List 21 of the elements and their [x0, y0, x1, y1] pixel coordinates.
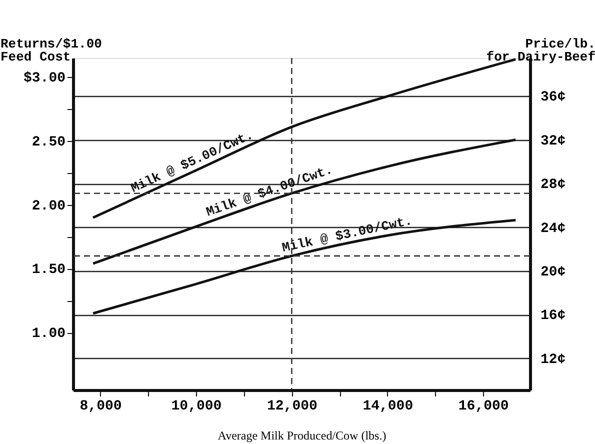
y2-tick-label: 24¢ [540, 220, 566, 237]
y2-tick-label: 12¢ [540, 352, 566, 368]
y-tick-label: 2.00 [32, 198, 66, 214]
y2-tick-label: 32¢ [540, 133, 566, 150]
y-tick-label: 1.50 [32, 262, 66, 278]
y2-tick-label: 28¢ [540, 177, 566, 194]
y2-tick-label: 36¢ [540, 90, 566, 106]
y2-axis-title: Price/lb. for Dairy-Beef [486, 36, 595, 64]
y-tick-label: 2.50 [32, 134, 66, 150]
y-tick-label: 1.00 [32, 326, 66, 342]
x-tick-label: 16,000 [458, 398, 509, 414]
x-tick-label: 14,000 [362, 398, 414, 414]
line-series [92, 218, 517, 315]
y2-tick-label: 16¢ [540, 308, 566, 324]
x-axis-title: Average Milk Produced/Cow (lbs.) [218, 428, 386, 442]
x-tick-label: 12,000 [266, 398, 318, 414]
y-tick-label: $3.00 [23, 70, 66, 87]
x-tick-label: 8,000 [80, 398, 122, 414]
x-tick-label: 10,000 [171, 398, 222, 414]
y2-tick-label: 20¢ [540, 264, 566, 280]
y-axis-title: Returns/$1.00 Feed Cost [0, 36, 102, 64]
